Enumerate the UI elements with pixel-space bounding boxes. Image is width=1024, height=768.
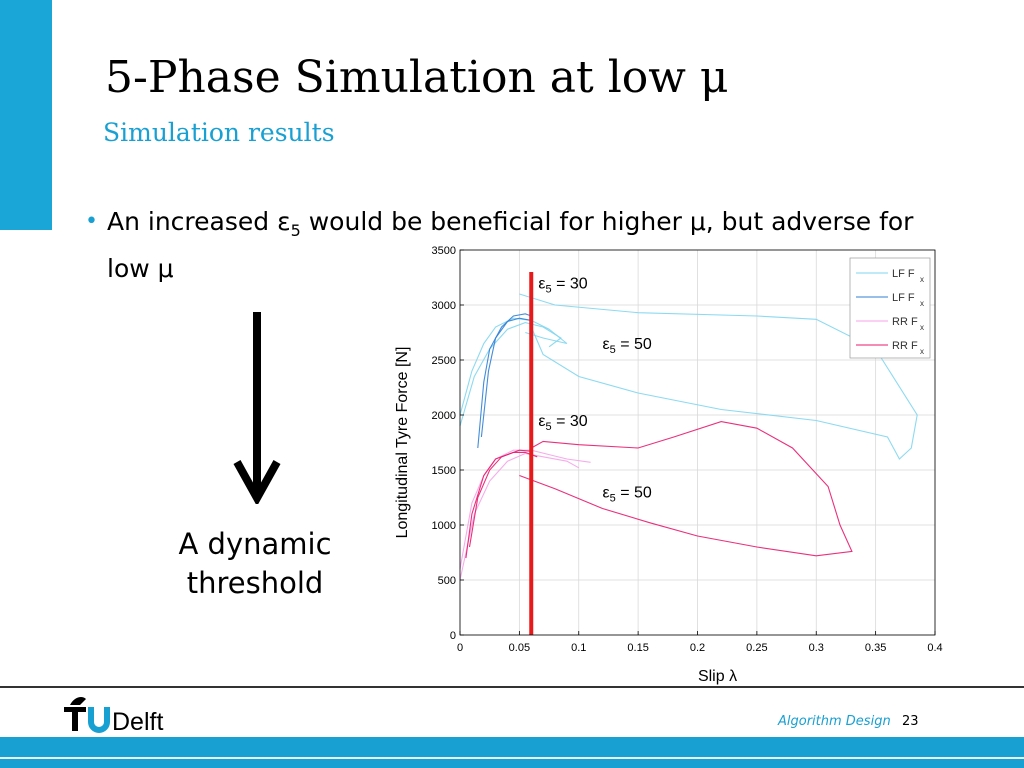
footer-course-label: Algorithm Design <box>778 714 891 729</box>
y-tick-label: 0 <box>450 630 456 642</box>
series-line-5 <box>519 293 918 460</box>
arrow-caption: A dynamic threshold <box>150 525 360 603</box>
force-slip-chart: 0 0.05 0.1 0.15 0.2 0.25 0.3 0.35 0.4 0 500 1000 150… <box>394 245 943 685</box>
arrow-caption-line-2: threshold <box>186 566 324 600</box>
y-tick-label: 2000 <box>432 410 456 422</box>
x-tick-label: 0.2 <box>690 642 705 654</box>
series-line-6 <box>459 449 591 570</box>
y-axis-label: Longitudinal Tyre Force [N] <box>394 347 411 539</box>
bullet-text-end: would be beneficial for higher μ, but ad… <box>107 207 914 283</box>
chart-annotations: ε5 = 30 ε5 = 50 ε5 = 30 ε5 = 50 <box>538 276 652 505</box>
y-tick-label: 1500 <box>432 465 456 477</box>
x-tick-label: 0 <box>457 642 463 654</box>
legend-box <box>849 257 931 359</box>
epsilon-annotation-3: ε5 = 30 <box>538 413 587 433</box>
x-tick-label: 0.15 <box>627 642 648 654</box>
x-tick-label: 0.25 <box>746 642 767 654</box>
plot-frame <box>459 249 936 636</box>
series-line-2 <box>459 322 562 427</box>
footer-divider <box>0 686 1024 688</box>
series-line-3 <box>477 313 532 449</box>
legend-label-subscript: x <box>920 347 924 356</box>
page-number: 23 <box>902 714 919 729</box>
x-tick-label: 0.4 <box>927 642 942 654</box>
y-tick-label: 500 <box>438 575 456 587</box>
epsilon-annotation-2: ε5 = 50 <box>603 336 652 356</box>
down-arrow-icon <box>233 312 281 504</box>
y-tick-label: 3500 <box>432 245 456 257</box>
footer-band <box>0 737 1024 768</box>
series-line-1 <box>459 317 568 416</box>
chart-axes: 0 0.05 0.1 0.15 0.2 0.25 0.3 0.35 0.4 0 500 1000 150… <box>394 245 943 685</box>
y-tick-label: 2500 <box>432 355 456 367</box>
legend-label-subscript: x <box>920 323 924 332</box>
slide-title: 5-Phase Simulation at low μ <box>105 52 729 103</box>
series-line-7 <box>459 452 580 581</box>
x-tick-label: 0.05 <box>509 642 530 654</box>
bullet-text: An increased ε5 would be beneficial for … <box>107 203 925 288</box>
series-line-9 <box>468 449 532 548</box>
legend-label: RR F <box>892 340 918 352</box>
legend-label-subscript: x <box>920 299 924 308</box>
epsilon-annotation-4: ε5 = 50 <box>603 485 652 505</box>
legend-label: LF F <box>892 292 915 304</box>
x-axis-label: Slip λ <box>698 668 737 685</box>
accent-side-bar <box>0 0 52 230</box>
arrow-caption-line-1: A dynamic <box>178 527 332 561</box>
logo-wordmark: Delft <box>112 708 163 735</box>
bullet-text-subscript: 5 <box>290 221 301 240</box>
legend-label-subscript: x <box>920 275 924 284</box>
bullet-dot-icon: • <box>85 209 98 234</box>
tudelft-logo: Delft <box>64 697 163 735</box>
legend-label: LF F <box>892 268 915 280</box>
series-line-4 <box>480 317 532 438</box>
bullet-text-start: An increased ε <box>107 207 291 236</box>
bullet-point: • An increased ε5 would be beneficial fo… <box>85 203 925 288</box>
legend-label: RR F <box>892 316 918 328</box>
slide-subtitle: Simulation results <box>103 118 335 147</box>
series-line-8 <box>465 451 538 559</box>
footer-band-stripe <box>0 757 1024 759</box>
x-tick-label: 0.3 <box>809 642 824 654</box>
y-tick-label: 3000 <box>432 300 456 312</box>
x-tick-label: 0.35 <box>865 642 886 654</box>
y-tick-label: 1000 <box>432 520 456 532</box>
series-line-10 <box>519 421 853 557</box>
x-tick-label: 0.1 <box>571 642 586 654</box>
chart-series <box>459 272 918 635</box>
epsilon-annotation-1: ε5 = 30 <box>538 276 587 296</box>
